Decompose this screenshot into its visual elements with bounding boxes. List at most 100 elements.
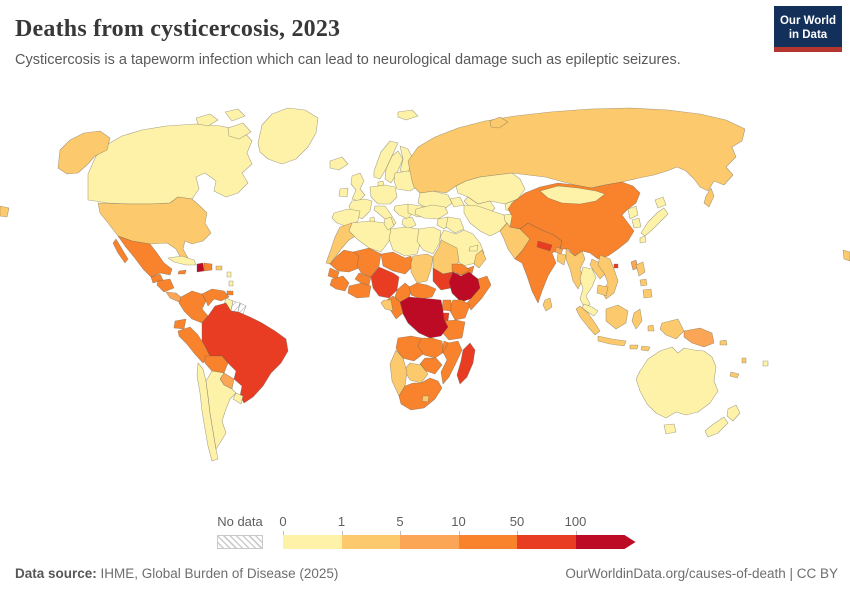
region-australia[interactable] xyxy=(663,423,677,435)
legend-segment[interactable] xyxy=(283,535,342,549)
region-antilles[interactable] xyxy=(226,271,232,278)
region-russia[interactable] xyxy=(407,107,746,194)
region-vanuatu[interactable] xyxy=(741,357,747,364)
region-russia[interactable] xyxy=(842,249,850,262)
region-newcaledonia[interactable] xyxy=(729,371,740,379)
footer-link[interactable]: OurWorldinData.org/causes-of-death | CC … xyxy=(565,566,838,581)
region-iraq[interactable] xyxy=(445,216,465,234)
region-zimbabwe[interactable] xyxy=(419,357,443,375)
region-canada[interactable] xyxy=(195,113,219,127)
region-haiti[interactable] xyxy=(196,262,205,273)
region-philippines[interactable] xyxy=(639,278,648,287)
region-dominican[interactable] xyxy=(203,262,213,272)
region-vietnam[interactable] xyxy=(597,254,619,300)
legend-segment[interactable] xyxy=(517,535,576,549)
region-indonesia[interactable] xyxy=(631,308,643,330)
region-tunisia[interactable] xyxy=(383,216,395,231)
region-argentina[interactable] xyxy=(205,370,237,450)
region-indonesia[interactable] xyxy=(605,304,629,330)
region-ireland[interactable] xyxy=(338,187,349,198)
region-cuba[interactable] xyxy=(167,255,197,266)
region-indonesia[interactable] xyxy=(597,335,627,347)
region-hongkong[interactable] xyxy=(613,263,619,269)
region-japan[interactable] xyxy=(654,196,667,209)
legend-segment[interactable] xyxy=(400,535,459,549)
region-indonesia[interactable] xyxy=(629,344,639,350)
region-jamaica[interactable] xyxy=(177,269,187,275)
region-indonesia[interactable] xyxy=(647,324,655,332)
region-mexico[interactable] xyxy=(112,238,129,264)
region-uruguay[interactable] xyxy=(232,392,244,405)
region-trinidad[interactable] xyxy=(226,290,234,296)
region-antilles[interactable] xyxy=(228,280,234,287)
region-zambia[interactable] xyxy=(417,337,445,359)
region-bolivia[interactable] xyxy=(204,355,229,374)
region-alaska[interactable] xyxy=(57,130,111,175)
region-japan[interactable] xyxy=(639,235,647,244)
region-algeria[interactable] xyxy=(348,220,392,253)
region-eritrea[interactable] xyxy=(451,263,471,276)
region-brazil[interactable] xyxy=(201,302,289,404)
region-ghana[interactable] xyxy=(347,282,372,299)
region-libya[interactable] xyxy=(388,226,422,257)
region-philippines[interactable] xyxy=(635,261,646,277)
region-uk[interactable] xyxy=(350,172,366,202)
region-thailand[interactable] xyxy=(579,266,597,310)
legend-segment[interactable] xyxy=(341,535,400,549)
region-srilanka[interactable] xyxy=(542,297,553,312)
region-burkina[interactable] xyxy=(354,272,372,286)
legend-color-bar[interactable] xyxy=(283,535,636,549)
region-png[interactable] xyxy=(683,327,715,348)
region-canada[interactable] xyxy=(227,122,252,140)
region-indonesia[interactable] xyxy=(659,318,685,340)
region-solomon[interactable] xyxy=(719,339,728,346)
region-mongolia[interactable] xyxy=(539,185,606,205)
region-guinea[interactable] xyxy=(329,275,350,292)
region-russia[interactable] xyxy=(703,187,715,208)
region-madagascar[interactable] xyxy=(456,342,476,385)
region-bangladesh[interactable] xyxy=(556,252,567,266)
region-germany[interactable] xyxy=(369,184,398,205)
region-cambodia[interactable] xyxy=(596,284,609,297)
no-data-swatch[interactable] xyxy=(217,535,263,549)
region-nz[interactable] xyxy=(704,416,729,438)
region-puertorico[interactable] xyxy=(215,265,223,271)
region-egypt[interactable] xyxy=(416,226,442,255)
region-uganda[interactable] xyxy=(441,299,452,312)
region-chad[interactable] xyxy=(410,253,434,284)
region-svalbard[interactable] xyxy=(397,109,419,121)
region-fiji[interactable] xyxy=(762,360,769,367)
region-greenland[interactable] xyxy=(257,107,319,165)
region-lesotho[interactable] xyxy=(421,395,430,403)
region-indonesia[interactable] xyxy=(640,345,651,352)
region-canada[interactable] xyxy=(87,123,253,205)
region-car[interactable] xyxy=(408,282,437,300)
region-russia[interactable] xyxy=(0,205,10,218)
region-nz[interactable] xyxy=(726,404,741,422)
region-drc[interactable] xyxy=(399,296,449,339)
region-turkey[interactable] xyxy=(414,204,449,220)
region-honduras[interactable] xyxy=(156,278,175,293)
region-venezuela[interactable] xyxy=(201,288,230,307)
region-mozambique[interactable] xyxy=(440,340,463,385)
region-russia[interactable] xyxy=(489,116,509,129)
legend-segment[interactable] xyxy=(458,535,517,549)
region-ukraine[interactable] xyxy=(417,190,453,212)
region-australia[interactable] xyxy=(635,346,719,419)
region-angola[interactable] xyxy=(395,335,424,362)
region-nkorea[interactable] xyxy=(627,205,639,220)
region-china[interactable] xyxy=(507,181,641,260)
region-ecuador[interactable] xyxy=(173,318,187,330)
region-oman[interactable] xyxy=(473,249,487,269)
region-kenya[interactable] xyxy=(448,299,471,321)
region-iceland[interactable] xyxy=(329,156,349,171)
legend-segment-arrow[interactable] xyxy=(576,535,636,549)
region-indonesia[interactable] xyxy=(575,305,601,336)
region-skorea[interactable] xyxy=(631,217,642,229)
region-canada[interactable] xyxy=(224,108,246,122)
region-gabon[interactable] xyxy=(380,299,394,312)
region-mexico[interactable] xyxy=(117,235,173,278)
region-somalia[interactable] xyxy=(466,275,492,311)
region-greece[interactable] xyxy=(401,216,417,230)
region-philippines[interactable] xyxy=(642,288,653,299)
